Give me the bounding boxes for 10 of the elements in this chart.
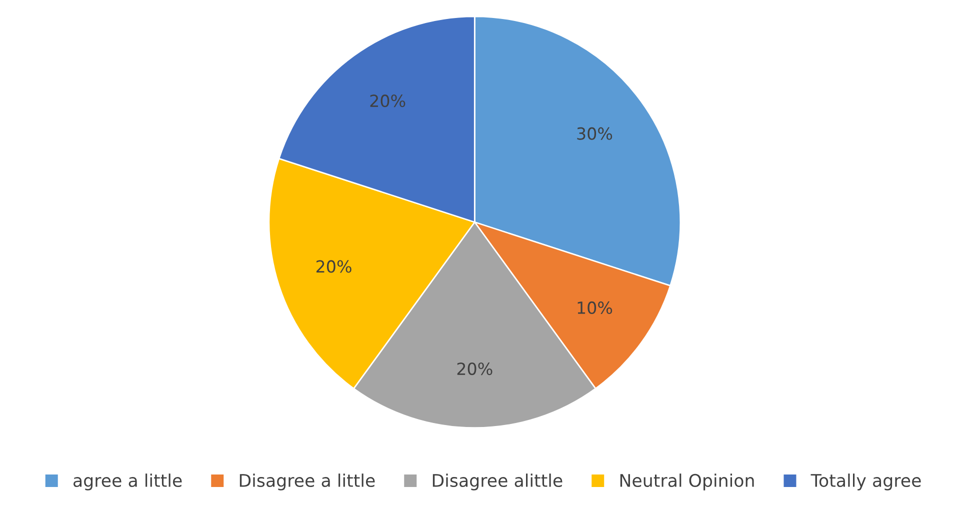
data-label: 30% <box>577 127 612 140</box>
legend-label: Disagree a little <box>240 474 375 490</box>
data-label: 10% <box>578 301 612 314</box>
legend-label: Totally agree <box>810 474 921 490</box>
data-label: 20% <box>316 260 352 273</box>
data-label: 20% <box>370 94 406 108</box>
legend-label: Neutral Opinion <box>620 474 754 490</box>
legend-label: Disagree alittle <box>432 474 562 490</box>
data-label: 20% <box>457 362 492 376</box>
legend-label: agree a little <box>73 474 182 490</box>
